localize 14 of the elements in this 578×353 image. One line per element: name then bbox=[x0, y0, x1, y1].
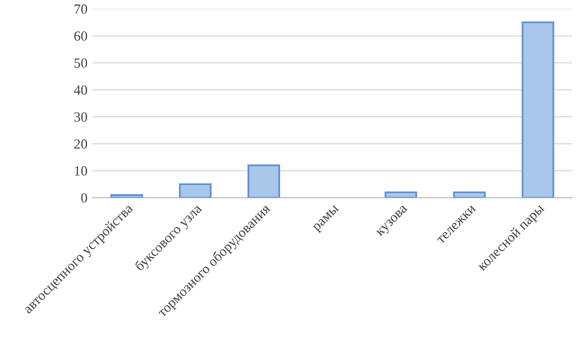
y-tick-label: 50 bbox=[74, 58, 88, 68]
y-tick-label: 60 bbox=[74, 31, 88, 41]
bar bbox=[453, 191, 486, 198]
bar bbox=[248, 164, 280, 198]
bar bbox=[110, 194, 143, 198]
y-tick-label: 10 bbox=[74, 166, 88, 176]
y-tick-label: 40 bbox=[74, 85, 88, 95]
bar bbox=[179, 183, 212, 198]
y-tick-label: 20 bbox=[74, 139, 88, 149]
y-tick-label: 0 bbox=[81, 193, 88, 203]
bar bbox=[384, 191, 418, 198]
y-tick-label: 30 bbox=[74, 112, 88, 122]
bar bbox=[522, 21, 554, 198]
y-tick-label: 70 bbox=[74, 4, 88, 14]
